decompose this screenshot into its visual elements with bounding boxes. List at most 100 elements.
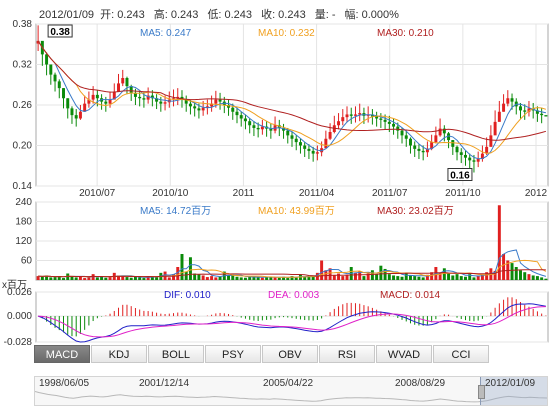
volume-bar [294,277,298,280]
candle-body [519,106,522,111]
macd-y-tick: 0.026 [7,287,32,298]
volume-bar [265,276,269,280]
volume-bar [337,273,341,280]
candle-body [379,118,383,120]
volume-bar [167,277,171,280]
volume-bar [248,277,252,280]
tab-wvad[interactable]: WVAD [376,345,432,363]
price-x-tick: 2010/07 [79,188,116,199]
header-date: 2012/01/09 [39,9,95,21]
candle-body [337,121,341,126]
candle-body [324,138,328,149]
price-x-tick: 2011/10 [445,188,481,199]
volume-bar [493,270,497,280]
candle-body [133,92,137,97]
volume-bar [451,275,455,280]
volume-bar [125,277,129,280]
candle-body [70,108,74,116]
volume-bar [40,276,44,280]
scroller-date-2008: 2008/08/29 [395,378,446,389]
volume-ma-label: MA10: 43.99百万 [258,205,335,217]
header-change: 幅: 0.000% [344,9,399,21]
scroller-date-1998: 1998/06/05 [39,378,90,389]
candle-body [235,111,239,116]
candle-body [248,121,252,126]
volume-bar [400,276,404,280]
candle-body [459,152,463,155]
volume-ma-label: MA5: 14.72百万 [140,205,211,217]
candle-body [307,148,311,151]
scroller-date-2012: 2012/01/09 [485,378,536,389]
volume-bar [100,276,104,280]
scroller-handle[interactable]: 2012/01/09 [478,377,547,405]
volume-bar [375,274,379,280]
volume-bar [218,276,222,280]
candle-body [66,98,70,109]
price-ma-label: MA10: 0.232 [258,28,315,39]
volume-bar [425,274,429,280]
volume-bar [353,272,357,280]
candle-body [155,98,159,102]
volume-bar [370,270,374,280]
header-low: 低: 0.243 [207,9,253,21]
volume-bar [210,276,214,280]
candle-body [434,135,438,143]
scroller-grip[interactable] [478,385,485,399]
candle-body [298,142,302,146]
tab-cci[interactable]: CCI [433,345,489,363]
volume-bar [133,276,137,280]
volume-unit-label: x百万 [2,279,27,291]
candle-body [197,108,201,111]
volume-bar [138,277,142,280]
volume-bar [150,277,154,280]
candle-body [480,153,484,159]
volume-bar [201,275,205,280]
candle-body [544,115,548,117]
candle-body [523,110,527,112]
volume-bar [408,275,412,280]
price-panel: 0.38 0.32 0.26 0.20 0.14 2010/07 2010/10 2011 20… [13,19,549,199]
price-y-tick: 0.14 [13,181,33,192]
volume-bar [362,276,366,280]
volume-bar [307,276,311,280]
volume-bar [358,271,362,280]
candle-body [472,160,476,162]
volume-bar [184,271,188,280]
header-volume: 量: - [314,9,336,21]
ohlc-header: 2012/01/09 开: 0.243 高: 0.243 低: 0.243 收: 0.2… [39,6,405,22]
candle-body [506,98,510,104]
volume-bar [78,276,82,280]
volume-bar [243,277,247,280]
candle-body [294,138,298,143]
tab-boll[interactable]: BOLL [148,345,204,363]
volume-bar [311,275,315,280]
candle-body [451,140,455,147]
tab-macd[interactable]: MACD [34,345,90,363]
volume-bar [531,275,535,280]
candle-body [53,74,57,82]
price-y-tick: 0.20 [13,141,33,152]
volume-bar [421,277,425,280]
tab-kdj[interactable]: KDJ [91,345,147,363]
candle-body [49,64,53,75]
volume-bar [472,277,476,280]
volume-bar [62,278,65,280]
volume-bar [117,275,120,280]
candle-body [286,130,290,136]
candle-body [430,142,434,149]
candle-body [358,113,362,115]
candle-body [370,114,374,117]
volume-bar [129,277,133,280]
volume-bar [231,274,235,280]
tab-rsi[interactable]: RSI [319,345,375,363]
candle-body [180,96,184,100]
tab-psy[interactable]: PSY [205,345,261,363]
timeline-scroller[interactable]: 1998/06/05 2001/12/14 2005/04/22 2008/08… [34,376,548,406]
macd-label: MACD: 0.014 [380,290,440,301]
candle-body [108,99,112,104]
volume-bar [235,276,239,280]
candle-body [188,103,192,107]
candle-body [315,152,319,154]
tab-obv[interactable]: OBV [262,345,318,363]
macd-y-tick: 0.000 [7,311,32,322]
